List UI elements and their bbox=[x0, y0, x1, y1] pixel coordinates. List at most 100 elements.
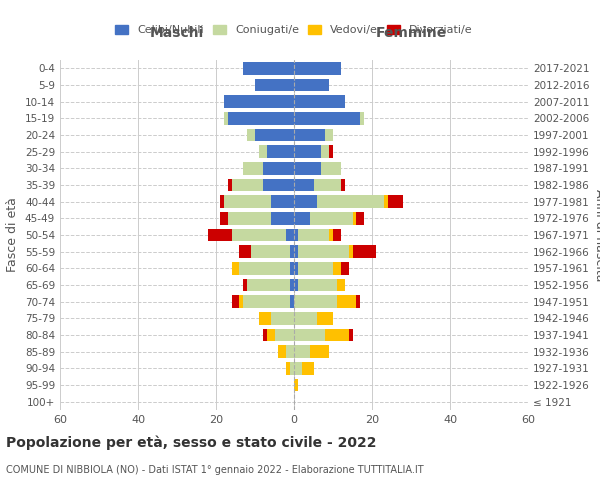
Bar bbox=[302, 362, 314, 374]
Bar bbox=[275, 329, 294, 341]
Bar bbox=[310, 212, 353, 224]
Bar bbox=[294, 329, 325, 341]
Bar bbox=[232, 262, 239, 274]
Bar bbox=[329, 229, 333, 241]
Bar bbox=[349, 329, 353, 341]
Bar bbox=[314, 179, 341, 192]
Y-axis label: Fasce di età: Fasce di età bbox=[7, 198, 19, 272]
Bar bbox=[294, 346, 310, 358]
Bar bbox=[263, 162, 294, 174]
Bar bbox=[271, 212, 294, 224]
Bar bbox=[353, 212, 356, 224]
Bar bbox=[232, 179, 263, 192]
Text: Maschi: Maschi bbox=[150, 26, 204, 40]
Bar bbox=[294, 196, 317, 208]
Bar bbox=[349, 246, 353, 258]
Bar bbox=[266, 146, 294, 158]
Bar bbox=[333, 262, 341, 274]
Bar bbox=[294, 79, 329, 92]
Bar bbox=[228, 112, 294, 124]
Bar bbox=[360, 112, 364, 124]
Bar bbox=[294, 96, 344, 108]
Bar bbox=[224, 96, 294, 108]
Bar bbox=[259, 146, 266, 158]
Bar bbox=[322, 162, 341, 174]
Bar bbox=[322, 146, 329, 158]
Bar bbox=[263, 329, 266, 341]
Bar bbox=[208, 229, 232, 241]
Bar bbox=[384, 196, 388, 208]
Bar bbox=[325, 129, 333, 141]
Bar bbox=[353, 246, 376, 258]
Bar bbox=[294, 162, 322, 174]
Bar bbox=[251, 246, 290, 258]
Bar bbox=[286, 346, 294, 358]
Bar bbox=[356, 296, 360, 308]
Bar bbox=[232, 229, 286, 241]
Bar bbox=[294, 379, 298, 391]
Bar bbox=[290, 279, 294, 291]
Bar bbox=[337, 296, 356, 308]
Bar bbox=[224, 112, 228, 124]
Bar bbox=[255, 79, 294, 92]
Bar bbox=[247, 279, 290, 291]
Bar bbox=[294, 279, 298, 291]
Bar bbox=[298, 262, 333, 274]
Bar bbox=[333, 229, 341, 241]
Bar bbox=[356, 212, 364, 224]
Bar bbox=[259, 312, 271, 324]
Bar bbox=[294, 312, 317, 324]
Bar bbox=[310, 346, 329, 358]
Bar bbox=[294, 229, 298, 241]
Bar bbox=[290, 362, 294, 374]
Bar bbox=[271, 196, 294, 208]
Bar bbox=[337, 279, 344, 291]
Bar bbox=[317, 312, 333, 324]
Bar bbox=[286, 362, 290, 374]
Bar bbox=[294, 262, 298, 274]
Bar bbox=[294, 212, 310, 224]
Text: Femmine: Femmine bbox=[376, 26, 446, 40]
Bar bbox=[239, 262, 290, 274]
Bar bbox=[294, 296, 337, 308]
Bar bbox=[290, 262, 294, 274]
Bar bbox=[255, 129, 294, 141]
Bar bbox=[329, 146, 333, 158]
Bar bbox=[220, 212, 228, 224]
Bar bbox=[266, 329, 275, 341]
Legend: Celibi/Nubili, Coniugati/e, Vedovi/e, Divorziati/e: Celibi/Nubili, Coniugati/e, Vedovi/e, Di… bbox=[111, 20, 477, 40]
Bar bbox=[263, 179, 294, 192]
Y-axis label: Anni di nascita: Anni di nascita bbox=[593, 188, 600, 281]
Bar bbox=[341, 262, 349, 274]
Bar bbox=[228, 212, 271, 224]
Bar bbox=[294, 112, 360, 124]
Bar bbox=[244, 296, 290, 308]
Bar bbox=[294, 246, 298, 258]
Bar bbox=[286, 229, 294, 241]
Text: Popolazione per età, sesso e stato civile - 2022: Popolazione per età, sesso e stato civil… bbox=[6, 435, 377, 450]
Bar bbox=[325, 329, 349, 341]
Bar bbox=[294, 179, 314, 192]
Bar bbox=[341, 179, 344, 192]
Bar bbox=[294, 362, 302, 374]
Bar bbox=[298, 229, 329, 241]
Bar bbox=[244, 162, 263, 174]
Bar bbox=[244, 62, 294, 74]
Bar bbox=[298, 279, 337, 291]
Bar bbox=[244, 279, 247, 291]
Bar bbox=[271, 312, 294, 324]
Bar bbox=[228, 179, 232, 192]
Bar bbox=[290, 246, 294, 258]
Text: COMUNE DI NIBBIOLA (NO) - Dati ISTAT 1° gennaio 2022 - Elaborazione TUTTITALIA.I: COMUNE DI NIBBIOLA (NO) - Dati ISTAT 1° … bbox=[6, 465, 424, 475]
Bar bbox=[239, 296, 244, 308]
Bar bbox=[294, 62, 341, 74]
Bar bbox=[290, 296, 294, 308]
Bar bbox=[278, 346, 286, 358]
Bar bbox=[294, 129, 325, 141]
Bar bbox=[388, 196, 403, 208]
Bar bbox=[317, 196, 384, 208]
Bar bbox=[224, 196, 271, 208]
Bar bbox=[247, 129, 255, 141]
Bar bbox=[298, 246, 349, 258]
Bar bbox=[294, 146, 322, 158]
